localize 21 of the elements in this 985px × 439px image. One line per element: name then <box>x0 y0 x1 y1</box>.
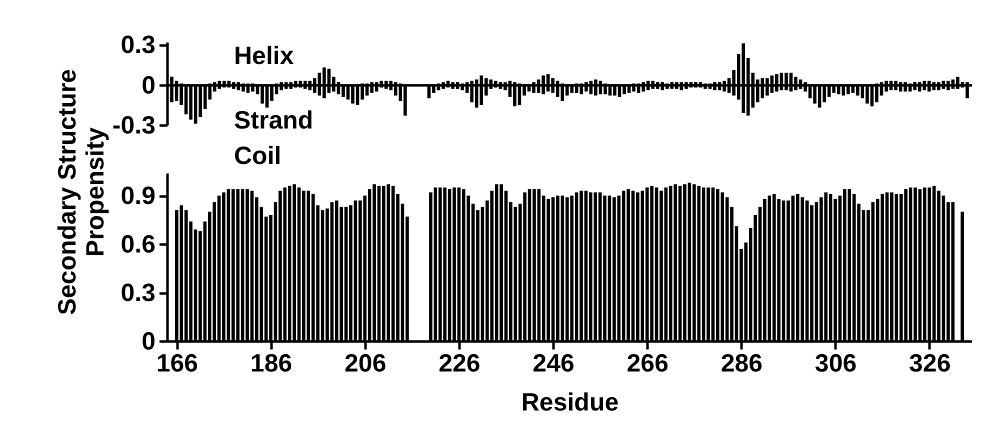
y-axis-title: Secondary Structure Propensity <box>54 68 110 315</box>
series-label: Coil <box>234 142 282 170</box>
x-tick-label: 166 <box>156 350 198 378</box>
x-tick-label: 206 <box>344 350 386 378</box>
y-tick-label: 0.3 <box>120 31 156 60</box>
y-tick-label: 0.9 <box>120 182 156 210</box>
x-tick-label: 226 <box>438 350 480 378</box>
x-axis-title: Residue <box>521 388 619 416</box>
series-label: Helix <box>234 42 294 70</box>
x-tick-label: 246 <box>532 350 574 378</box>
x-tick-label: 326 <box>909 350 951 378</box>
y-tick-label: -0.3 <box>112 112 156 140</box>
x-tick-label: 266 <box>626 350 668 378</box>
series-label: Strand <box>234 106 314 134</box>
y-tick-label: 0.3 <box>120 279 156 308</box>
x-tick-label: 286 <box>720 350 763 378</box>
y-tick-label: 0 <box>142 328 156 356</box>
y-tick-label: 0 <box>142 71 156 100</box>
y-tick-label: 0.6 <box>120 230 156 259</box>
x-tick-label: 186 <box>250 350 292 378</box>
x-tick-label: 306 <box>814 350 857 378</box>
